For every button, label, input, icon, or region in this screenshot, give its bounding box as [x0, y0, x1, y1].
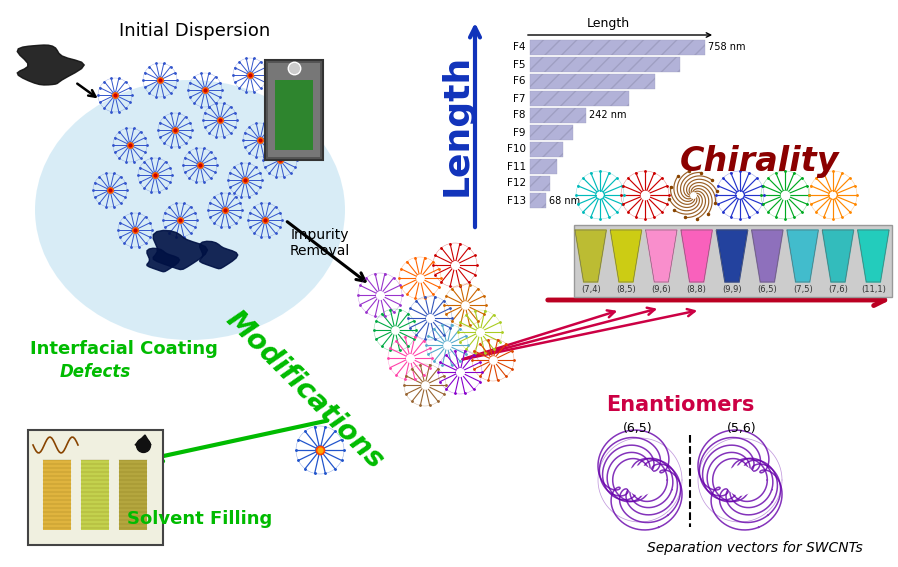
Text: F11: F11: [506, 162, 526, 171]
Polygon shape: [681, 230, 712, 282]
Text: Impurity
Removal: Impurity Removal: [290, 228, 350, 258]
Text: (9,6): (9,6): [651, 285, 671, 294]
Text: (8,8): (8,8): [687, 285, 707, 294]
Text: (7,6): (7,6): [828, 285, 848, 294]
Text: Length: Length: [587, 17, 630, 30]
Polygon shape: [17, 45, 84, 85]
Polygon shape: [717, 230, 748, 282]
Text: (6,5): (6,5): [757, 285, 777, 294]
Text: (11,1): (11,1): [861, 285, 885, 294]
Text: F12: F12: [506, 179, 526, 188]
Bar: [43, 460, 71, 530]
Bar: [275, 80, 313, 150]
Bar: [530, 108, 585, 123]
Text: 758 nm: 758 nm: [708, 43, 745, 53]
Text: Defects: Defects: [60, 363, 131, 381]
Bar: [530, 74, 655, 89]
Text: F10: F10: [507, 145, 526, 154]
Polygon shape: [135, 435, 151, 445]
Ellipse shape: [35, 80, 345, 340]
Bar: [530, 91, 629, 106]
Text: Chirality: Chirality: [681, 145, 840, 178]
Bar: [265, 60, 323, 160]
Polygon shape: [646, 230, 677, 282]
Text: F5: F5: [514, 60, 526, 70]
Bar: [530, 57, 680, 72]
Bar: [119, 460, 147, 530]
Text: Enantiomers: Enantiomers: [606, 395, 754, 415]
Polygon shape: [858, 230, 889, 282]
Text: F7: F7: [514, 94, 526, 104]
Text: (9,9): (9,9): [722, 285, 742, 294]
Text: F8: F8: [514, 111, 526, 121]
Text: Modifications: Modifications: [220, 306, 390, 475]
Bar: [81, 460, 109, 530]
Bar: [574, 225, 892, 297]
Polygon shape: [787, 230, 818, 282]
Polygon shape: [611, 230, 642, 282]
Bar: [530, 40, 705, 55]
Bar: [530, 176, 550, 191]
Polygon shape: [575, 230, 606, 282]
Polygon shape: [154, 230, 207, 269]
Polygon shape: [199, 242, 238, 269]
Polygon shape: [147, 248, 180, 272]
Text: (8,5): (8,5): [616, 285, 636, 294]
Text: 68 nm: 68 nm: [549, 196, 580, 205]
Text: F6: F6: [514, 77, 526, 87]
Text: (7,5): (7,5): [793, 285, 813, 294]
Polygon shape: [823, 230, 854, 282]
Text: Interfacial Coating: Interfacial Coating: [30, 340, 218, 358]
Bar: [530, 159, 557, 174]
Bar: [530, 193, 546, 208]
Text: Length: Length: [440, 54, 474, 196]
Text: (7,4): (7,4): [581, 285, 601, 294]
Bar: [28, 430, 163, 545]
Text: Solvent Filling: Solvent Filling: [128, 510, 273, 528]
Text: (6,5): (6,5): [623, 422, 653, 435]
Bar: [268, 63, 320, 157]
Text: F13: F13: [506, 196, 526, 205]
Text: Separation vectors for SWCNTs: Separation vectors for SWCNTs: [647, 541, 863, 555]
Bar: [530, 142, 563, 157]
Text: 242 nm: 242 nm: [589, 111, 627, 121]
Text: (5,6): (5,6): [727, 422, 757, 435]
Text: F4: F4: [514, 43, 526, 53]
Polygon shape: [752, 230, 783, 282]
Bar: [530, 125, 573, 140]
Text: Initial Dispersion: Initial Dispersion: [119, 22, 270, 40]
Text: F9: F9: [514, 128, 526, 138]
